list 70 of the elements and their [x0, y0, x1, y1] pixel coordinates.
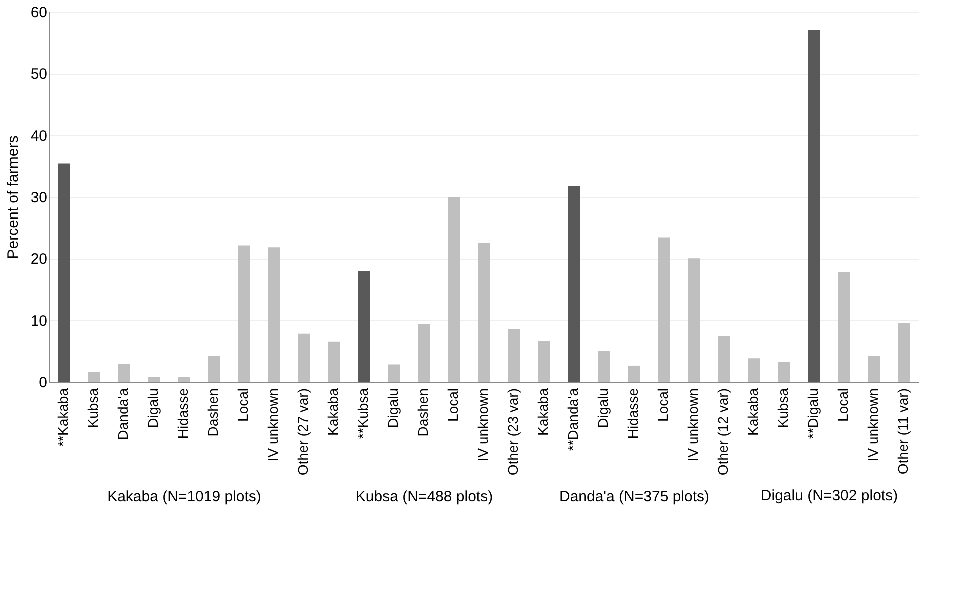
x-tick-label: Kakaba: [535, 388, 551, 436]
x-tick-label: Kubsa: [775, 388, 791, 428]
bar: [388, 364, 400, 382]
x-tick-label: IV unknown: [685, 388, 701, 462]
x-axis-title: Digalu (N=302 plots): [760, 488, 898, 505]
x-tick-label: Hidasse: [175, 388, 191, 440]
x-tick-label: **Kakaba: [55, 388, 71, 447]
y-tick-label: 30: [30, 190, 48, 206]
x-tick-label: Danda'a: [115, 388, 131, 440]
bar: [748, 358, 760, 382]
x-tick-label: **Kubsa: [355, 388, 371, 440]
bar: [58, 164, 70, 382]
bar: [538, 341, 550, 382]
bar: [118, 364, 130, 382]
bar: [328, 342, 340, 382]
x-axis-title: Danda'a (N=375 plots): [559, 488, 710, 506]
x-tick-label: Digalu: [595, 388, 611, 428]
x-tick-label: Other (23 var): [505, 388, 521, 476]
bar: [868, 356, 880, 382]
y-axis-title: Percent of farmers: [4, 136, 22, 260]
x-tick-label: Other (27 var): [295, 388, 311, 476]
bar: [178, 377, 190, 382]
bar: [478, 243, 490, 382]
x-tick-label: **Danda'a: [565, 388, 581, 452]
bar: [418, 324, 430, 382]
x-tick-label: Other (12 var): [715, 388, 731, 476]
y-tick-label: 20: [30, 251, 48, 268]
bar: [358, 271, 370, 382]
bar: [658, 238, 670, 382]
x-tick-label: Kakaba: [325, 388, 341, 436]
bar: [568, 186, 580, 382]
bar: [718, 336, 730, 382]
x-axis-title: Kubsa (N=488 plots): [356, 488, 494, 506]
x-axis-title: Kakaba (N=1019 plots): [108, 488, 262, 506]
y-tick-label: 10: [30, 312, 48, 330]
x-tick-label: IV unknown: [475, 388, 491, 462]
bar: [898, 323, 910, 382]
bar: [238, 246, 250, 382]
x-tick-label: IV unknown: [865, 388, 881, 462]
x-tick-label: Local: [655, 388, 671, 422]
y-tick-label: 40: [30, 128, 48, 145]
y-tick-label: 0: [39, 374, 48, 392]
bar: [298, 334, 310, 382]
y-tick-label: 60: [30, 4, 48, 22]
x-tick-label: Local: [835, 388, 851, 422]
bar: [508, 328, 520, 382]
x-tick-label: Kubsa: [85, 388, 101, 428]
x-tick-label: IV unknown: [265, 388, 281, 462]
bar: [148, 377, 160, 382]
x-tick-label: Digalu: [385, 388, 401, 428]
bar: [208, 356, 220, 382]
bar: [268, 248, 280, 382]
x-tick-label: Hidasse: [625, 388, 641, 440]
bar: [808, 30, 820, 382]
y-tick-label: 50: [30, 66, 48, 84]
x-tick-label: Dashen: [415, 388, 431, 437]
x-tick-label: Digalu: [145, 388, 161, 428]
x-tick-label: Local: [445, 388, 461, 422]
bar: [598, 351, 610, 382]
bar: [688, 258, 700, 382]
bar: [628, 366, 640, 382]
x-tick-label: Other (11 var): [895, 388, 911, 475]
bar: [778, 362, 790, 382]
x-tick-label: Local: [235, 388, 251, 422]
x-tick-label: Kakaba: [745, 388, 761, 436]
x-tick-label: **Digalu: [805, 388, 821, 440]
bar: [88, 372, 100, 382]
bar: [448, 197, 460, 382]
bar: [838, 272, 850, 382]
x-tick-label: Dashen: [205, 388, 221, 437]
